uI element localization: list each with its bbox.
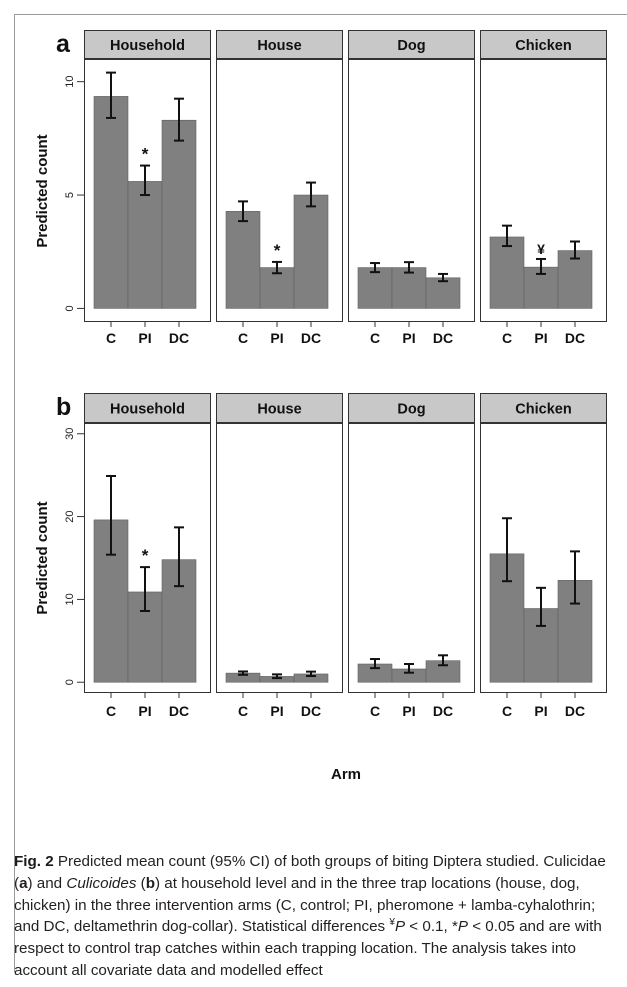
facet-strip-a-2 [348,30,475,59]
facet-strip-a-0 [84,30,211,59]
caption-bold-b: b [145,874,155,892]
x-tick-label-a-3-0: C [502,330,512,346]
facet-title-b-1: House [257,402,301,418]
panel-letter-a: a [56,30,71,58]
y-tick-label-a-0: 0 [64,305,76,311]
x-tick-label-a-2-1: PI [402,330,415,346]
facet-title-b-3: Chicken [515,402,571,418]
bar-a-house-DC [293,194,329,309]
x-tick-label-a-3-2: DC [565,330,585,346]
bar-a-household-C [93,96,129,309]
x-tick-label-a-1-1: PI [270,330,283,346]
facet-strip-a-1 [216,30,343,59]
x-tick-label-b-2-2: DC [433,703,453,719]
caption-italic-p2: P [457,918,468,936]
facet-plot-frame-b-1 [216,423,343,693]
x-axis-title: Arm [331,766,361,783]
significance-mark-a-0-1: * [142,145,149,164]
facet-strip-b-1 [216,393,343,423]
figure-canvas: a Predicted count 0 5 10 Household C * PI DC House… [34,30,607,783]
facet-title-a-2: Dog [397,38,425,54]
y-tick-label-b-20: 20 [64,510,76,522]
x-tick-label-a-3-1: PI [534,330,547,346]
bar-a-dog-DC [425,277,461,309]
x-tick-label-a-0-2: DC [169,330,189,346]
facet-strip-a-3 [480,30,607,59]
significance-mark-a-3-1: ¥ [537,241,545,257]
caption-text-2: ) and [27,874,67,892]
bar-a-dog-PI [391,267,427,309]
x-tick-label-b-1-1: PI [270,703,283,719]
x-tick-label-a-1-0: C [238,330,248,346]
bar-a-dog-C [357,267,393,309]
facet-strip-b-3 [480,393,607,423]
significance-mark-a-1-1: * [274,241,281,260]
caption-text-1: Predicted mean count (95% CI) of both gr… [14,853,606,892]
y-tick-label-a-10: 10 [64,76,76,88]
facet-strip-b-0 [84,393,211,423]
frame-top-line [14,14,627,15]
x-tick-label-b-2-0: C [370,703,380,719]
x-tick-label-b-1-0: C [238,703,248,719]
x-tick-label-a-0-1: PI [138,330,151,346]
x-tick-label-b-3-1: PI [534,703,547,719]
caption-text-3: ( [136,874,146,892]
panel-letter-b: b [56,393,71,421]
x-tick-label-a-2-2: DC [433,330,453,346]
x-tick-label-b-3-0: C [502,703,512,719]
caption-text-5: < 0.1, * [405,918,458,936]
x-tick-label-b-2-1: PI [402,703,415,719]
facet-title-a-0: Household [110,38,185,54]
caption-text-6: < 0.05 and are with respect to control t… [14,918,602,979]
caption-label: Fig. 2 [14,853,54,870]
facet-title-b-2: Dog [397,402,425,418]
x-tick-label-b-0-2: DC [169,703,189,719]
x-tick-label-b-0-1: PI [138,703,151,719]
y-tick-label-b-10: 10 [64,593,76,605]
bar-a-household-PI [127,181,163,309]
x-tick-label-a-1-2: DC [301,330,321,346]
y-tick-label-b-30: 30 [64,428,76,440]
x-tick-label-a-2-0: C [370,330,380,346]
bar-a-household-DC [161,119,197,309]
facet-title-a-3: Chicken [515,38,571,54]
caption-bold-a: a [19,874,28,892]
significance-mark-b-0-1: * [142,546,149,565]
facet-strip-b-2 [348,393,475,423]
figure-caption: Fig. 2 Predicted mean count (95% CI) of … [14,851,614,982]
x-tick-label-b-1-2: DC [301,703,321,719]
x-tick-label-b-0-0: C [106,703,116,719]
facet-title-a-1: House [257,38,301,54]
frame-left-line [14,14,15,972]
caption-text-4: ) at household level and in the three tr… [14,874,596,936]
x-tick-label-b-3-2: DC [565,703,585,719]
y-axis-title-b: Predicted count [34,501,51,614]
facet-title-b-0: Household [110,402,185,418]
caption-italic-p1: P [394,918,406,936]
caption-italic-culicoides: Culicoides [66,874,137,892]
y-axis-title-a: Predicted count [34,134,51,247]
bar-a-house-C [225,211,261,309]
y-tick-label-b-0: 0 [64,679,76,685]
x-tick-label-a-0-0: C [106,330,116,346]
y-tick-label-a-5: 5 [64,192,76,198]
caption-yen-symbol: ¥ [389,917,395,929]
facet-plot-frame-b-2 [348,423,475,693]
bar-a-chicken-C [489,236,525,309]
